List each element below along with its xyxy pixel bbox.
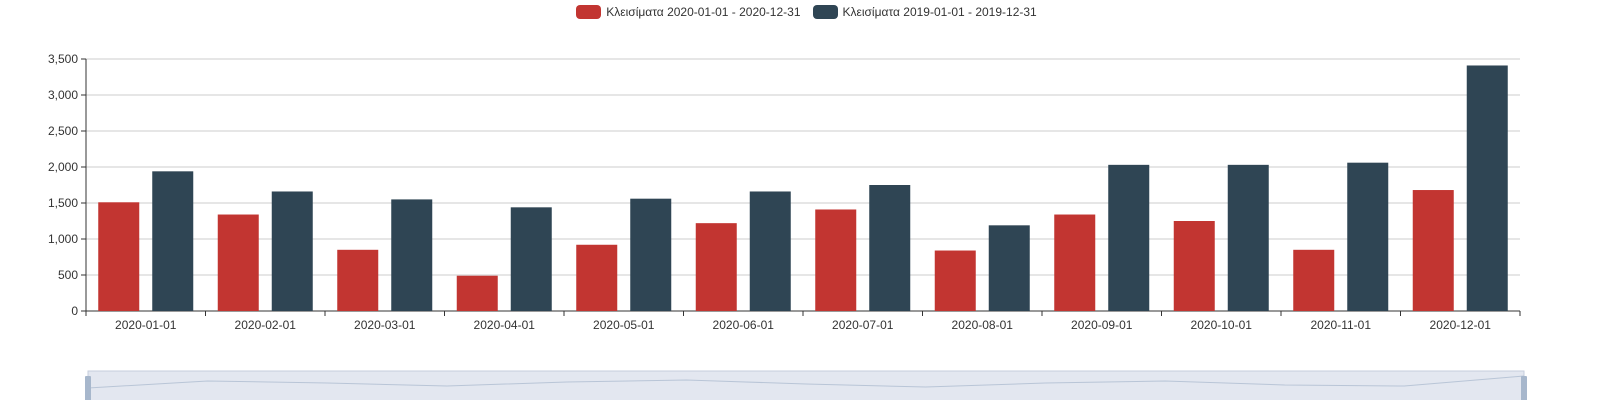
bar-series-2[interactable] (630, 198, 672, 311)
bar-series-2[interactable] (510, 207, 552, 311)
bar-series-2[interactable] (1227, 164, 1269, 311)
bar-series-1[interactable] (456, 275, 498, 311)
y-tick-label: 3,000 (48, 88, 78, 102)
x-tick-label: 2020-12-01 (1430, 318, 1492, 332)
x-tick-label: 2020-11-01 (1311, 318, 1372, 332)
x-tick-label: 2020-01-01 (115, 318, 177, 332)
x-tick-label: 2020-10-01 (1191, 318, 1253, 332)
bar-series-1[interactable] (98, 202, 140, 311)
y-tick-label: 1,500 (48, 196, 78, 210)
x-tick-label: 2020-04-01 (474, 318, 536, 332)
zoom-handle-right[interactable] (1521, 376, 1527, 400)
bar-series-1[interactable] (1054, 214, 1096, 311)
y-tick-label: 3,500 (48, 52, 78, 66)
bar-series-2[interactable] (1108, 164, 1150, 311)
zoom-preview-line (87, 375, 1525, 389)
bar-series-1[interactable] (1173, 221, 1215, 311)
zoom-handle-left[interactable] (85, 376, 91, 400)
x-tick-label: 2020-03-01 (354, 318, 416, 332)
bar-series-2[interactable] (988, 225, 1030, 311)
bar-series-2[interactable] (271, 191, 313, 311)
x-tick-label: 2020-08-01 (952, 318, 1014, 332)
x-tick-label: 2020-07-01 (832, 318, 894, 332)
legend-label-series-2: Κλεισίματα 2019-01-01 - 2019-12-31 (842, 5, 1037, 19)
x-tick-label: 2020-05-01 (593, 318, 655, 332)
y-tick-label: 2,000 (48, 160, 78, 174)
y-tick-label: 2,500 (48, 124, 78, 138)
x-tick-label: 2020-06-01 (713, 318, 775, 332)
legend-item-series-2[interactable]: Κλεισίματα 2019-01-01 - 2019-12-31 (812, 5, 1037, 19)
y-tick-label: 500 (58, 268, 78, 282)
bar-series-2[interactable] (869, 185, 911, 311)
bar-series-2[interactable] (1466, 65, 1508, 311)
bar-series-2[interactable] (749, 191, 791, 311)
bar-series-1[interactable] (695, 223, 737, 311)
bar-series-2[interactable] (391, 199, 433, 311)
chart-legend: Κλεισίματα 2020-01-01 - 2020-12-31 Κλεισ… (0, 2, 1613, 22)
y-tick-label: 1,000 (48, 232, 78, 246)
legend-swatch-series-2 (812, 5, 838, 19)
bar-series-1[interactable] (217, 214, 259, 311)
bar-series-1[interactable] (1293, 249, 1335, 311)
bar-series-1[interactable] (815, 209, 857, 311)
bar-series-1[interactable] (934, 250, 976, 311)
legend-item-series-1[interactable]: Κλεισίματα 2020-01-01 - 2020-12-31 (576, 5, 801, 19)
legend-swatch-series-1 (576, 5, 602, 19)
legend-label-series-1: Κλεισίματα 2020-01-01 - 2020-12-31 (606, 5, 801, 19)
bar-series-2[interactable] (152, 171, 194, 311)
bar-series-1[interactable] (1412, 190, 1454, 311)
x-tick-label: 2020-02-01 (235, 318, 297, 332)
bar-series-2[interactable] (1347, 162, 1389, 311)
bar-series-1[interactable] (337, 249, 379, 311)
bar-series-1[interactable] (576, 244, 618, 311)
x-tick-label: 2020-09-01 (1071, 318, 1133, 332)
y-tick-label: 0 (71, 304, 78, 318)
